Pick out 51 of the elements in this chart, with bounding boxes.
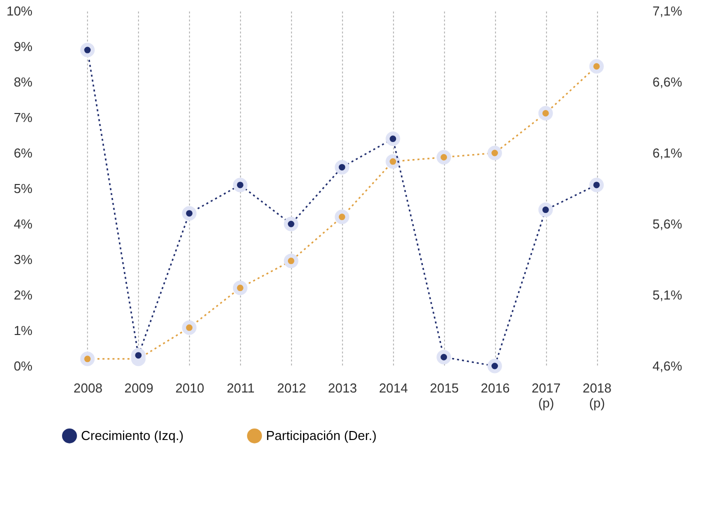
y2-tick-label: 6,1% <box>652 146 683 160</box>
point <box>182 206 197 221</box>
point <box>538 202 553 218</box>
x-tick-label: 2016 <box>480 380 510 396</box>
x-tick-label: 2011 <box>226 380 255 396</box>
point <box>436 350 452 364</box>
point <box>131 348 146 363</box>
x-tick-label: 2015 <box>430 380 459 396</box>
y-tick-label: 7% <box>14 110 33 125</box>
point <box>386 132 400 146</box>
point <box>284 254 298 268</box>
point <box>232 178 248 192</box>
y-tick-label: 2% <box>14 288 33 302</box>
y-tick-label: 3% <box>14 252 33 267</box>
y2-tick-label: 6,6% <box>652 74 683 90</box>
legend-label: Participación (Der.) <box>266 428 377 443</box>
point <box>538 106 553 120</box>
point <box>589 59 604 74</box>
point <box>487 146 502 160</box>
point <box>80 42 95 58</box>
x-tick-label: 2013 <box>328 380 357 396</box>
y-tick-label: 10% <box>6 4 33 18</box>
y-tick-label: 1% <box>14 323 33 338</box>
x-tick-label: 2008 <box>73 380 102 396</box>
y2-tick-label: 5,6% <box>652 216 683 232</box>
y-tick-label: 6% <box>14 146 33 160</box>
x-tick-label: 2009 <box>124 380 154 396</box>
y-tick-label: 0% <box>14 358 33 374</box>
x-tick-label: 2012 <box>277 380 306 396</box>
point <box>182 320 197 335</box>
y-tick-label: 5% <box>14 181 33 196</box>
point <box>334 160 350 174</box>
point <box>232 280 248 296</box>
y-tick-label: 4% <box>14 216 33 232</box>
x-tick-label: 2014 <box>378 380 408 396</box>
point <box>80 352 95 366</box>
x-tick-label: 2010 <box>175 380 204 396</box>
point <box>334 210 350 224</box>
point <box>284 216 298 232</box>
point <box>487 358 502 374</box>
x-tick-label: 2018 (p) <box>582 380 612 410</box>
y2-tick-label: 5,1% <box>652 288 683 302</box>
legend-label: Crecimiento (Izq.) <box>81 428 184 443</box>
y2-tick-label: 7,1% <box>652 4 683 18</box>
y2-tick-label: 4,6% <box>652 358 683 374</box>
y-tick-label: 9% <box>14 39 33 54</box>
point <box>386 154 400 169</box>
x-tick-label: 2017 (p) <box>532 380 561 410</box>
point <box>436 150 452 164</box>
y-tick-label: 8% <box>14 74 33 90</box>
point <box>589 178 604 192</box>
